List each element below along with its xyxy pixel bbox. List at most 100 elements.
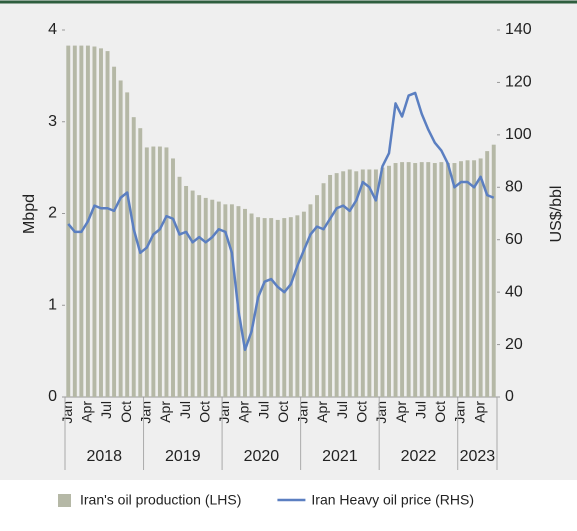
bar bbox=[328, 174, 333, 397]
bar bbox=[229, 204, 234, 397]
x-tick-label: Jan bbox=[295, 401, 311, 424]
bar bbox=[445, 163, 450, 397]
y-tick-label: 2 bbox=[48, 205, 57, 222]
y2-tick-label: 80 bbox=[505, 179, 523, 196]
x-tick-label: Apr bbox=[471, 401, 487, 423]
bar bbox=[315, 195, 319, 397]
bar bbox=[452, 163, 457, 397]
y2-axis-label: US$/bbl bbox=[548, 186, 565, 243]
bar bbox=[112, 66, 117, 397]
x-tick-label: Jan bbox=[216, 401, 232, 424]
y2-tick-label: 100 bbox=[505, 126, 532, 143]
group-label: 2019 bbox=[165, 448, 201, 465]
bar bbox=[406, 162, 411, 397]
x-tick-label: Oct bbox=[196, 401, 212, 423]
group-label: 2018 bbox=[86, 448, 122, 465]
bar bbox=[105, 51, 110, 397]
bar bbox=[485, 151, 490, 397]
bar bbox=[354, 171, 359, 397]
x-tick-label: Oct bbox=[118, 401, 134, 423]
bar bbox=[413, 163, 418, 397]
bar bbox=[197, 195, 202, 397]
bar bbox=[347, 169, 352, 397]
legend-swatch bbox=[58, 494, 71, 507]
bar bbox=[367, 169, 372, 397]
bar bbox=[301, 211, 306, 397]
bar bbox=[223, 204, 228, 397]
group-label: 2020 bbox=[244, 448, 280, 465]
bar bbox=[138, 128, 143, 398]
y-tick-label: 0 bbox=[48, 388, 57, 405]
bar bbox=[439, 162, 444, 397]
x-tick-label: Apr bbox=[393, 401, 409, 423]
bar bbox=[380, 167, 385, 397]
bar bbox=[79, 45, 84, 397]
group-label: 2021 bbox=[322, 448, 358, 465]
bar bbox=[151, 146, 156, 397]
y2-tick-label: 60 bbox=[505, 231, 523, 248]
bar bbox=[256, 217, 261, 397]
bar bbox=[164, 147, 169, 397]
x-tick-label: Jan bbox=[59, 401, 75, 424]
bar bbox=[373, 169, 378, 397]
x-tick-label: Jul bbox=[98, 401, 114, 419]
bar bbox=[419, 162, 424, 397]
y2-tick-label: 20 bbox=[505, 336, 523, 353]
bar bbox=[426, 162, 431, 397]
x-tick-label: Oct bbox=[354, 401, 370, 423]
legend-label: Iran Heavy oil price (RHS) bbox=[311, 492, 474, 508]
bar bbox=[99, 48, 103, 397]
bar bbox=[190, 190, 195, 397]
bar bbox=[243, 208, 247, 397]
x-tick-label: Apr bbox=[79, 401, 95, 423]
x-tick-label: Oct bbox=[275, 401, 291, 423]
x-tick-label: Jul bbox=[334, 401, 350, 419]
legend-label: Iran's oil production (LHS) bbox=[80, 492, 241, 508]
bar bbox=[387, 165, 391, 397]
bar bbox=[360, 169, 365, 397]
bar bbox=[341, 171, 346, 397]
x-tick-label: Jul bbox=[177, 401, 193, 419]
group-label: 2023 bbox=[460, 448, 496, 465]
x-tick-label: Apr bbox=[157, 401, 173, 423]
y-tick-label: 3 bbox=[48, 113, 57, 130]
y-axis-label: Mbpd bbox=[21, 194, 38, 234]
legend-background bbox=[0, 480, 577, 531]
group-label: 2022 bbox=[401, 448, 437, 465]
x-tick-label: Oct bbox=[432, 401, 448, 423]
bar bbox=[171, 158, 175, 397]
bar bbox=[216, 201, 221, 397]
bar bbox=[203, 197, 208, 397]
y2-tick-label: 0 bbox=[505, 388, 514, 405]
bar bbox=[269, 218, 274, 397]
y-tick-label: 1 bbox=[48, 296, 57, 313]
bar bbox=[184, 185, 189, 397]
x-tick-label: Apr bbox=[236, 401, 252, 423]
line bbox=[67, 91, 495, 352]
bar bbox=[459, 161, 463, 397]
bar bbox=[321, 183, 326, 397]
bar bbox=[72, 45, 77, 397]
bar bbox=[295, 215, 300, 397]
bar bbox=[118, 80, 123, 398]
bar bbox=[275, 219, 280, 397]
bar bbox=[249, 213, 254, 397]
bar bbox=[288, 217, 293, 397]
bar bbox=[465, 160, 470, 397]
bar bbox=[334, 173, 339, 397]
bar bbox=[282, 218, 287, 397]
y2-tick-label: 40 bbox=[505, 283, 523, 300]
x-tick-label: Jul bbox=[255, 401, 271, 419]
bar bbox=[400, 162, 405, 397]
x-tick-label: Apr bbox=[314, 401, 330, 423]
bar bbox=[478, 158, 483, 397]
bar bbox=[144, 147, 149, 397]
y2-tick-label: 140 bbox=[505, 21, 532, 38]
x-tick-label: Jul bbox=[412, 401, 428, 419]
bar bbox=[472, 160, 477, 397]
x-tick-label: Jan bbox=[373, 401, 389, 424]
bar bbox=[432, 163, 437, 397]
bar bbox=[177, 176, 182, 397]
x-tick-label: Jan bbox=[138, 401, 154, 424]
